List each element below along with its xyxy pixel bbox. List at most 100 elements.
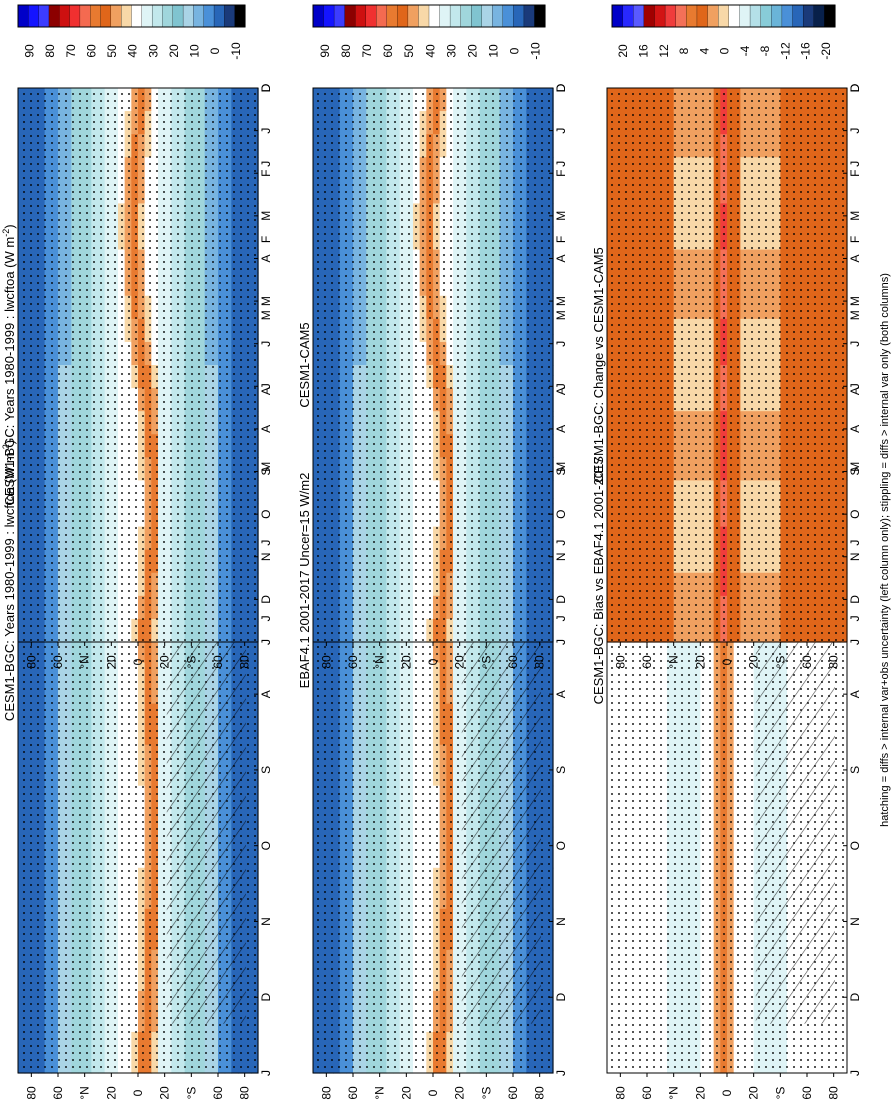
lat-tick-label: °N [373,655,387,668]
colorbar-swatch [69,4,81,28]
month-tick-label: F [554,236,568,243]
panel-title-text: CESM1-BGC: Years 1980-1999 : lwcftoa (W … [2,237,17,506]
colorbar-label: 80 [339,44,353,58]
month-tick-label: M [554,462,568,472]
lat-tick-label: °N [667,1086,681,1099]
lat-tick-label: °S [773,1087,787,1100]
colorbar-label: 30 [146,44,160,58]
colorbar-swatch [534,4,546,28]
panel-title: CESM1-BGC: Bias vs EBAF4.1 2001-2017 [591,457,606,705]
panel-title: CESM1-BGC: Years 1980-1999 : lwcftoa (W … [1,440,17,721]
month-tick-label: A [259,425,273,433]
month-tick-label: J [259,128,273,134]
colorbar-swatch [460,4,472,28]
colorbar-swatch [344,4,356,28]
month-tick-label: A [259,690,273,698]
month-tick-label: F [259,170,273,177]
lat-tick-label: 60 [346,655,360,669]
panel-title: CESM1-BGC: Years 1980-1999 : lwcftoa (W … [1,224,17,505]
colorbar-swatch [523,4,536,28]
colorbar-label: 20 [466,44,480,58]
lat-tick-label: 0 [720,1089,734,1096]
month-tick-label: J [554,615,568,621]
lat-tick-label: °N [78,655,92,668]
colorbar-label: 40 [423,44,437,58]
month-tick-label: A [259,254,273,262]
lat-tick-label: 80 [533,655,547,669]
month-tick-label: J [259,639,273,645]
panel-model-right: 80 60 °N 20 0 20 °S 60 80DJFMAMJJASONDJCESM1-BGC… [1,4,273,669]
colorbar-label: 0 [508,47,522,54]
lat-tick-label: 60 [800,1086,814,1100]
colorbar-label: 90 [318,44,332,58]
month-tick-label: S [259,467,273,475]
lat-tick-label: 20 [453,1086,467,1100]
month-tick-label: M [259,296,273,306]
lat-tick-label: 80 [533,1086,547,1100]
colorbar-swatch [386,4,398,28]
colorbar-label: 60 [381,44,395,58]
month-tick-label: A [259,387,273,395]
colorbar-label: 50 [105,44,119,58]
lat-tick-label: 60 [211,655,225,669]
month-tick-label: D [259,595,273,604]
colorbar-swatch [79,4,91,28]
month-tick-label: N [259,552,273,561]
panel-title: CESM1-CAM5 [297,322,312,407]
lat-tick-label: °N [78,1086,92,1099]
lat-tick-label: 80 [238,655,252,669]
colorbar-label: 0 [208,47,222,54]
month-tick-label: J [848,1070,862,1076]
colorbar-label: 70 [360,44,374,58]
colorbar-frame [312,4,546,28]
month-tick-label: O [259,510,273,519]
colorbar-swatch [492,4,504,28]
month-tick-label: J [259,615,273,621]
lat-tick-label: 60 [211,1086,225,1100]
month-tick-label: F [848,236,862,243]
lat-tick-label: 60 [51,1086,65,1100]
colorbar-label: -10 [529,42,543,60]
colorbar-swatch [355,4,367,28]
panel-title-units-close: ) [2,224,17,228]
colorbar-swatch [162,4,174,28]
month-tick-label: D [259,83,273,92]
panel-title-units-sup: -2 [1,444,11,452]
month-tick-label: A [554,690,568,698]
colorbar-frame [17,4,246,28]
stippling-overlay [18,88,258,642]
month-tick-label: D [848,993,862,1002]
month-tick-label: A [848,387,862,395]
lat-tick-label: 20 [399,1086,413,1100]
colorbar-swatch [481,4,493,28]
month-tick-label: F [259,236,273,243]
colorbar-swatch [407,4,420,28]
month-tick-label: N [554,552,568,561]
month-tick-label: J [554,540,568,546]
colorbar-swatch [312,4,325,28]
colorbar-label: 50 [402,44,416,58]
colorbar-swatch [17,4,29,28]
month-tick-label: M [554,211,568,221]
colorbar-swatch [513,4,525,28]
colorbar-swatch [182,4,194,28]
month-tick-label: D [848,83,862,92]
month-tick-label: M [554,296,568,306]
colorbar-label: 10 [487,44,501,58]
lat-tick-label: 0 [426,658,440,665]
lat-tick-label: 60 [51,655,65,669]
month-tick-label: J [554,1070,568,1076]
stippling-overlay [313,88,553,642]
colorbar-label: 30 [444,44,458,58]
colorbar-swatch [110,4,122,28]
colorbar-label: 60 [84,44,98,58]
colorbar-label: 20 [167,44,181,58]
month-tick-label: J [554,341,568,347]
colorbar-label: 10 [188,44,202,58]
month-tick-label: M [848,310,862,320]
month-tick-label: A [554,425,568,433]
lat-tick-label: °S [184,656,198,669]
colorbar-label: 90 [23,44,37,58]
colorbar-swatch [213,4,225,28]
month-tick-label: J [259,1070,273,1076]
